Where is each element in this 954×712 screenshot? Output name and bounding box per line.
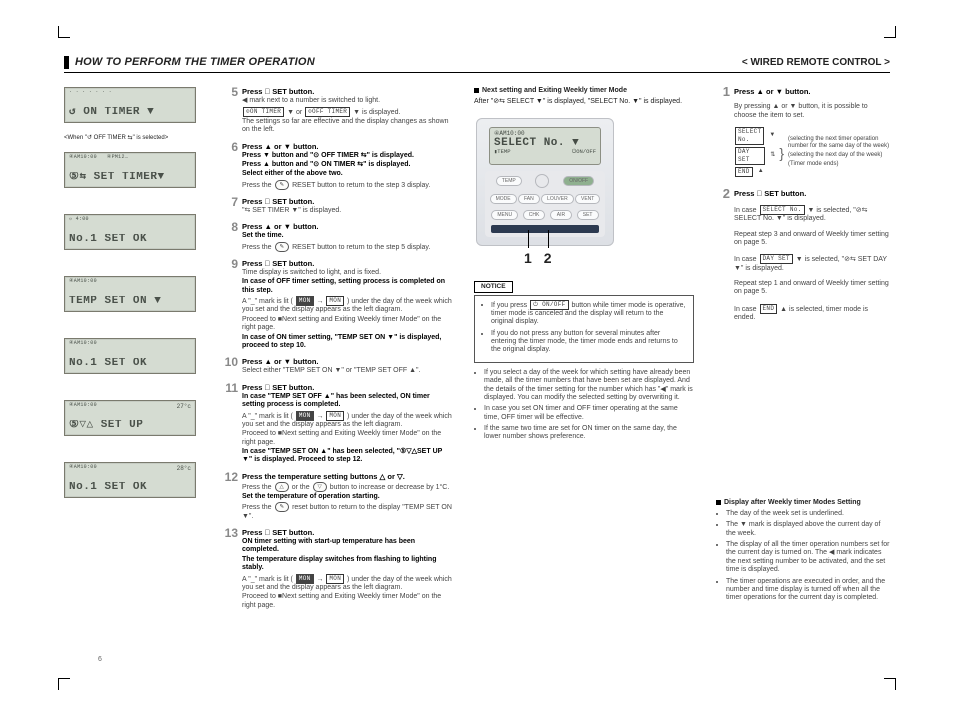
crop-mark	[884, 26, 896, 38]
when-note: <When "↺ OFF TIMER ⇆" is selected>	[64, 135, 202, 142]
remote-bottom-bar	[491, 225, 599, 233]
remote-btn: FAN	[518, 194, 540, 204]
lcd-panel: ☼ 4:00No.1 SET OK	[64, 214, 196, 250]
remote-lcd: ④AM10:00 SELECT No. ▼ ▮TEMP ⏻ON/OFF	[489, 127, 601, 165]
step-13: 13Press ⃝ SET button.ON timer setting wi…	[224, 528, 452, 611]
crop-mark	[58, 26, 70, 38]
list-item: If you press ⏻ ON/OFF button while timer…	[491, 300, 687, 327]
lcd-column: · · · · · · ·↺ ON TIMER ▼ <When "↺ OFF TI…	[64, 87, 202, 637]
next-setting-caption: After "⊘⇆ SELECT ▼" is displayed, "SELEC…	[474, 98, 694, 106]
step-11: 11Press ⃝ SET button.In case "TEMP SET O…	[224, 383, 452, 466]
crop-mark	[58, 678, 70, 690]
remote-btn: VENT	[575, 194, 600, 204]
list-item: The ▼ mark is displayed above the curren…	[726, 521, 890, 538]
right-steps-column: 1Press ▲ or ▼ button.By pressing ▲ or ▼ …	[716, 87, 890, 637]
remote-lcd-left: ▮TEMP	[494, 149, 511, 156]
remote-btn: LOUVER	[541, 194, 574, 204]
remote-lcd-right: ⏻ON/OFF	[572, 149, 596, 156]
page-number: 6	[98, 656, 102, 664]
lcd-panel: ④AM10:00TEMP SET ON ▼	[64, 276, 196, 312]
after-setting-block: Display after Weekly timer Modes Setting…	[716, 499, 890, 605]
remote-btn: AIR	[550, 210, 572, 220]
list-item: In case you set ON timer and OFF timer o…	[484, 405, 694, 422]
remote-body: TEMP ON/OFF MODEFANLOUVERVENT MENU CHK AIR…	[485, 171, 605, 237]
remote-onoff-btn: ON/OFF	[563, 176, 594, 186]
step-9: 9Press ⃝ SET button.Time display is swit…	[224, 259, 452, 351]
callout-2: 2	[544, 250, 552, 267]
remote-btn: MENU	[491, 210, 518, 220]
list-item: If you do not press any button for sever…	[491, 330, 687, 355]
crop-mark	[884, 678, 896, 690]
below-notice-list: If you select a day of the week for whic…	[474, 369, 694, 445]
lcd-panel: ④AM10:00 ④PM12…⑤⇆ SET TIMER▼	[64, 152, 196, 188]
remote-btn: MODE	[490, 194, 517, 204]
rstep-1: 1Press ▲ or ▼ button.By pressing ▲ or ▼ …	[716, 87, 890, 179]
lcd-panel: ④AM10:00No.1 SET OK	[64, 338, 196, 374]
lcd-panel: ④AM10:0028°cNo.1 SET OK	[64, 462, 196, 498]
step-7: 7Press ⃝ SET button."⇆ SET TIMER ▼" is d…	[224, 197, 452, 216]
step-10: 10Press ▲ or ▼ button.Select either "TEM…	[224, 357, 452, 376]
next-setting-subhead: Next setting and Exiting Weekly timer Mo…	[474, 87, 694, 95]
header-accent-bar	[64, 56, 69, 69]
step-12: 12Press the temperature setting buttons …	[224, 472, 452, 522]
remote-column: Next setting and Exiting Weekly timer Mo…	[474, 87, 694, 637]
list-item: The display of all the timer operation n…	[726, 541, 890, 575]
remote-btn: CHK	[523, 210, 546, 220]
notice-label: NOTICE	[474, 281, 513, 293]
list-item: The day of the week set is underlined.	[726, 510, 890, 518]
lcd-panel: · · · · · · ·↺ ON TIMER ▼	[64, 87, 196, 123]
after-setting-subhead: Display after Weekly timer Modes Setting	[716, 499, 890, 507]
list-item: If the same two time are set for ON time…	[484, 425, 694, 442]
notice-list: If you press ⏻ ON/OFF button while timer…	[481, 300, 687, 355]
list-item: If you select a day of the week for whic…	[484, 369, 694, 403]
notice-box: NOTICE If you press ⏻ ON/OFF button whil…	[474, 281, 694, 363]
remote-btn: SET	[577, 210, 599, 220]
header-title: HOW TO PERFORM THE TIMER OPERATION	[75, 56, 315, 69]
list-item: The timer operations are executed in ord…	[726, 578, 890, 603]
callout-1: 1	[524, 250, 532, 267]
after-setting-list: The day of the week set is underlined. Th…	[716, 510, 890, 603]
remote-callouts: 1 2	[524, 250, 694, 267]
lcd-panel: ④AM10:0027°c⑤▽△ SET UP	[64, 400, 196, 436]
step-8: 8Press ▲ or ▼ button.Set the time.Press …	[224, 222, 452, 253]
rstep-2: 2Press ⃝ SET button.In case SELECT No. ▼…	[716, 189, 890, 329]
header-subtitle: WIRED REMOTE CONTROL	[742, 57, 890, 69]
step-6: 6Press ▲ or ▼ button.Press ▼ button and …	[224, 142, 452, 191]
step-5: 5Press ⃝ SET button.◀ mark next to a num…	[224, 87, 452, 135]
remote-mode-dial	[535, 174, 549, 188]
steps-column: 5Press ⃝ SET button.◀ mark next to a num…	[224, 87, 452, 637]
remote-temp-btn: TEMP	[496, 176, 522, 186]
page-header: HOW TO PERFORM THE TIMER OPERATION WIRED…	[64, 56, 890, 73]
remote-lcd-line1: ④AM10:00	[494, 130, 596, 137]
remote-illustration: ④AM10:00 SELECT No. ▼ ▮TEMP ⏻ON/OFF TEMP…	[476, 118, 614, 246]
manual-page: HOW TO PERFORM THE TIMER OPERATION WIRED…	[0, 0, 954, 712]
